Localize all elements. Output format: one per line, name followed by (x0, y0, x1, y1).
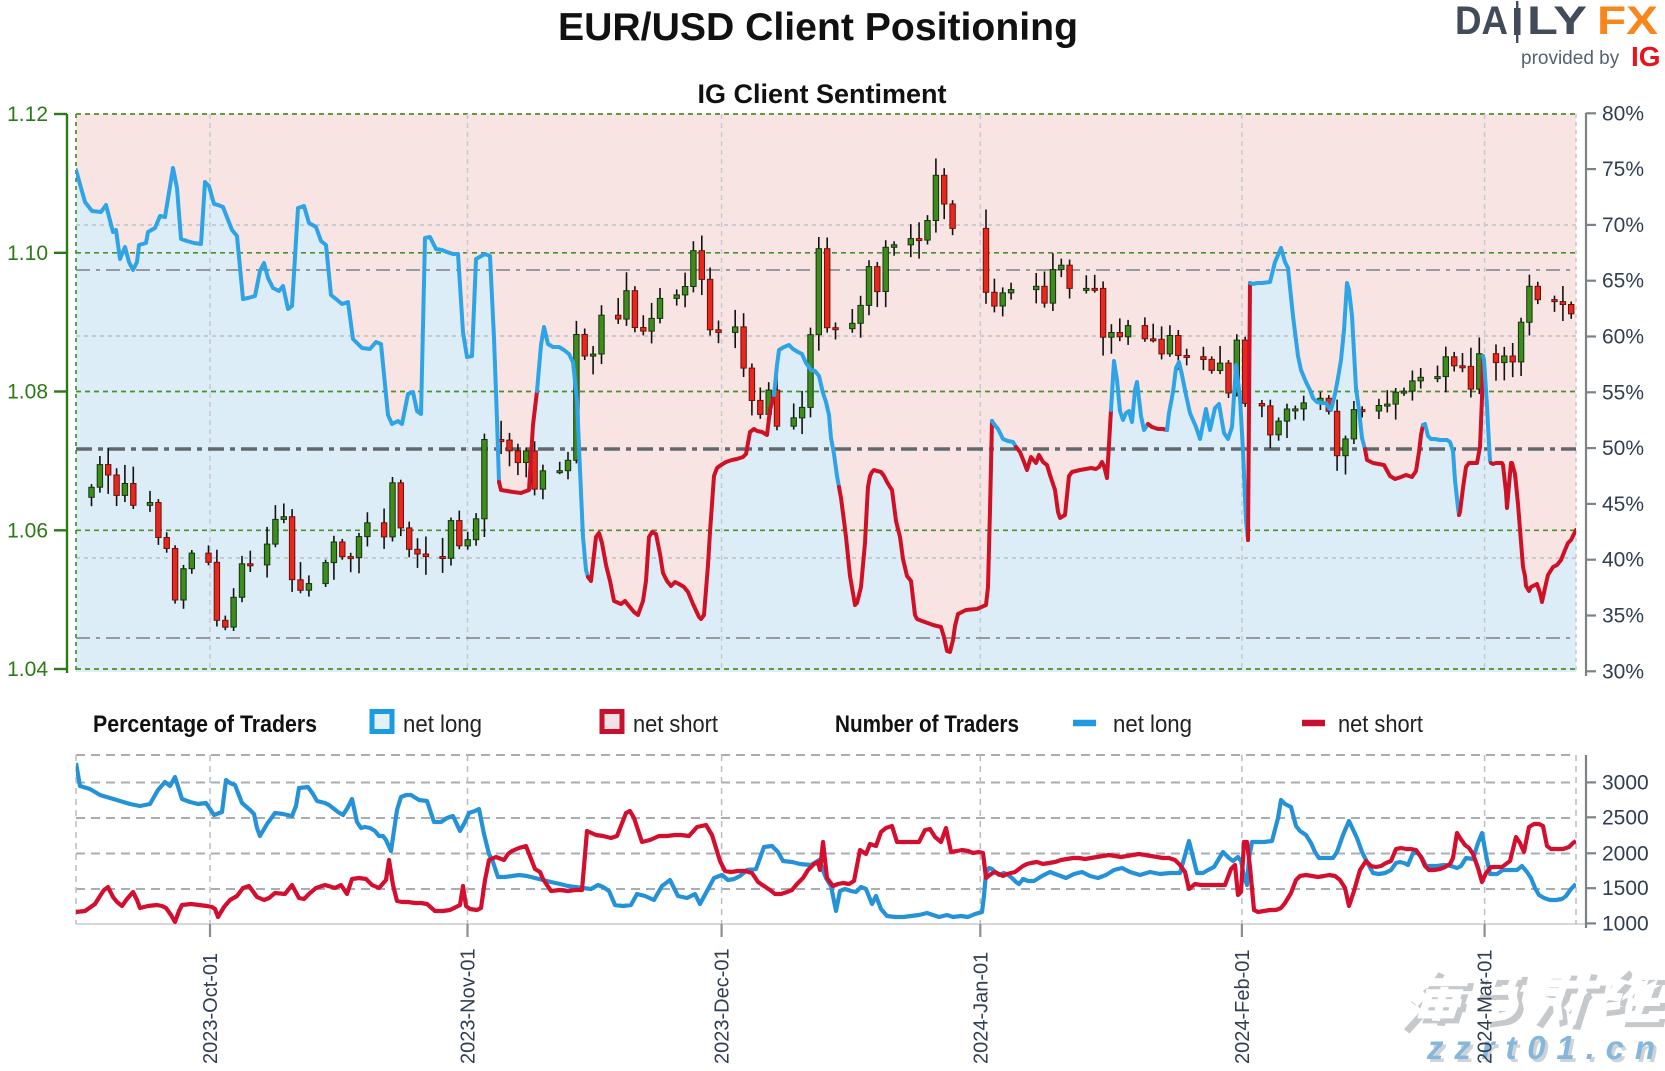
svg-text:1.04: 1.04 (7, 658, 48, 681)
svg-text:1.08: 1.08 (7, 381, 48, 404)
svg-text:2024-Mar-01: 2024-Mar-01 (1475, 949, 1497, 1064)
svg-text:55%: 55% (1602, 381, 1644, 404)
svg-text:LY: LY (1527, 0, 1587, 43)
svg-text:1.10: 1.10 (7, 242, 48, 265)
svg-text:70%: 70% (1602, 214, 1644, 237)
svg-text:Percentage of Traders: Percentage of Traders (93, 711, 317, 738)
svg-text:IG: IG (1631, 41, 1661, 72)
svg-text:2500: 2500 (1602, 806, 1649, 829)
svg-text:65%: 65% (1602, 270, 1644, 293)
svg-text:1.12: 1.12 (7, 103, 48, 126)
svg-text:45%: 45% (1602, 493, 1644, 516)
svg-text:60%: 60% (1602, 326, 1644, 349)
svg-text:2024-Jan-01: 2024-Jan-01 (970, 952, 992, 1064)
svg-text:3000: 3000 (1602, 771, 1649, 794)
svg-text:2023-Oct-01: 2023-Oct-01 (200, 953, 222, 1064)
svg-text:zzrt01.cn: zzrt01.cn (1429, 1032, 1658, 1066)
svg-text:2023-Nov-01: 2023-Nov-01 (458, 948, 480, 1064)
svg-text:75%: 75% (1602, 158, 1644, 181)
svg-text:50%: 50% (1602, 437, 1644, 460)
svg-text:35%: 35% (1602, 605, 1644, 628)
svg-text:1.06: 1.06 (7, 519, 48, 542)
svg-text:2023-Dec-01: 2023-Dec-01 (712, 948, 734, 1064)
svg-text:30%: 30% (1602, 660, 1644, 683)
svg-text:IG Client Sentiment: IG Client Sentiment (697, 79, 946, 109)
svg-text:provided by: provided by (1521, 48, 1620, 69)
svg-text:2000: 2000 (1602, 842, 1649, 865)
svg-text:Number of Traders: Number of Traders (835, 711, 1019, 738)
svg-text:DA: DA (1455, 0, 1508, 43)
svg-text:zzrt01.cn: zzrt01.cn (1426, 1029, 1655, 1066)
svg-text:1000: 1000 (1602, 912, 1649, 935)
svg-text:80%: 80% (1602, 102, 1644, 125)
svg-text:net short: net short (1338, 711, 1423, 738)
svg-text:40%: 40% (1602, 549, 1644, 572)
svg-text:net long: net long (1113, 711, 1192, 738)
svg-text:net short: net short (633, 711, 718, 738)
svg-text:2024-Feb-01: 2024-Feb-01 (1232, 949, 1254, 1064)
svg-text:net long: net long (403, 711, 482, 738)
svg-text:1500: 1500 (1602, 877, 1649, 900)
svg-text:FX: FX (1597, 0, 1658, 43)
svg-text:EUR/USD Client Positioning: EUR/USD Client Positioning (558, 6, 1078, 49)
